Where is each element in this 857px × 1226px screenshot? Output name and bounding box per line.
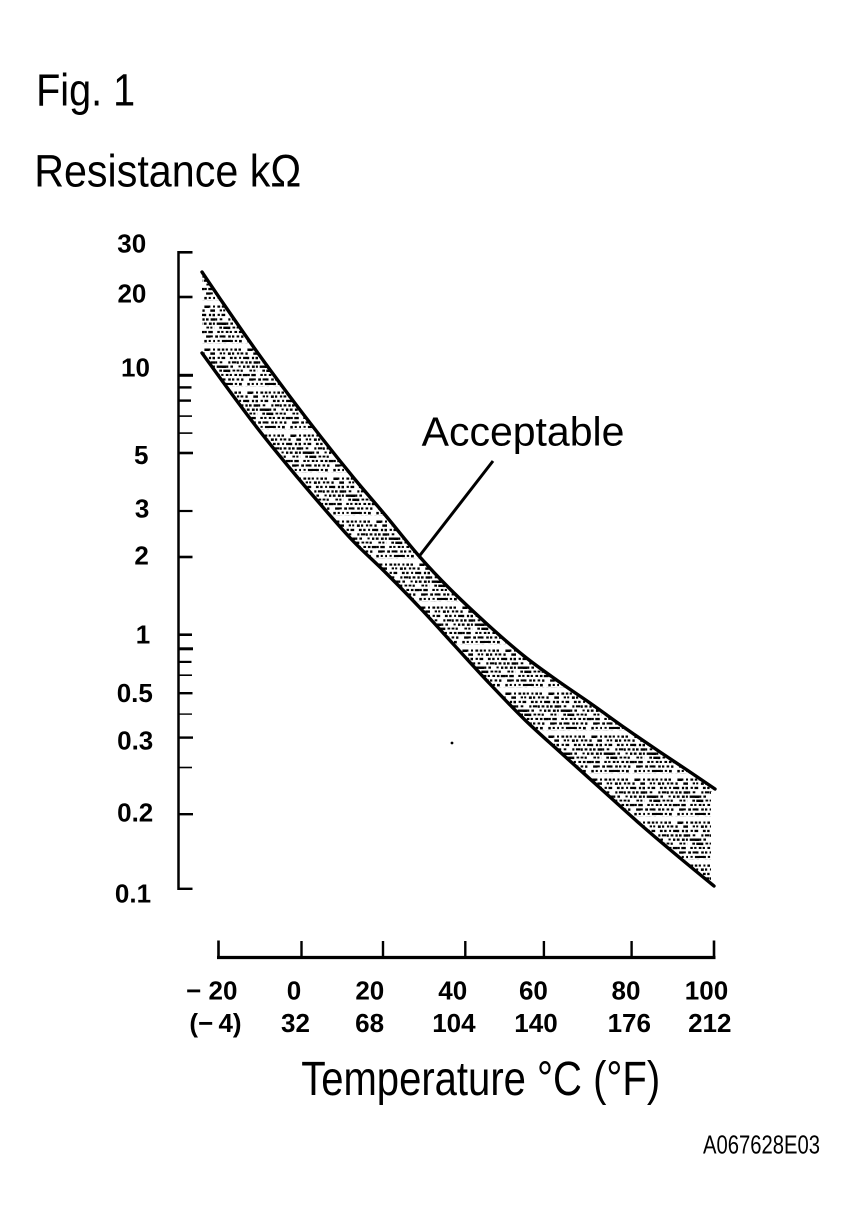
svg-text:0.2: 0.2 [117,798,153,828]
svg-text:Fig. 1: Fig. 1 [36,64,135,115]
svg-text:A067628E03: A067628E03 [703,1130,820,1160]
svg-text:(− 4): (− 4) [189,1008,241,1038]
svg-text:100: 100 [685,976,728,1006]
svg-text:0.3: 0.3 [117,726,153,756]
svg-text:3: 3 [135,494,149,524]
svg-text:2: 2 [134,540,148,570]
svg-text:0.5: 0.5 [117,678,153,708]
svg-text:60: 60 [519,976,548,1006]
svg-text:32: 32 [281,1008,310,1038]
svg-text:0: 0 [287,976,301,1006]
svg-text:Temperature °C (°F): Temperature °C (°F) [301,1053,660,1106]
svg-text:1: 1 [136,620,150,650]
svg-text:5: 5 [134,440,148,470]
svg-text:30: 30 [117,228,146,258]
svg-text:20: 20 [355,976,384,1006]
svg-text:− 20: − 20 [186,976,237,1006]
svg-text:40: 40 [438,976,467,1006]
svg-text:Acceptable: Acceptable [422,409,625,455]
svg-text:10: 10 [121,352,150,382]
svg-text:20: 20 [117,279,146,309]
svg-text:212: 212 [688,1008,731,1038]
svg-text:176: 176 [608,1008,651,1038]
svg-text:140: 140 [514,1008,557,1038]
svg-text:104: 104 [432,1008,476,1038]
svg-text:0.1: 0.1 [115,879,151,909]
svg-text:80: 80 [612,976,641,1006]
svg-text:68: 68 [355,1008,384,1038]
svg-text:Resistance kΩ: Resistance kΩ [34,146,301,197]
